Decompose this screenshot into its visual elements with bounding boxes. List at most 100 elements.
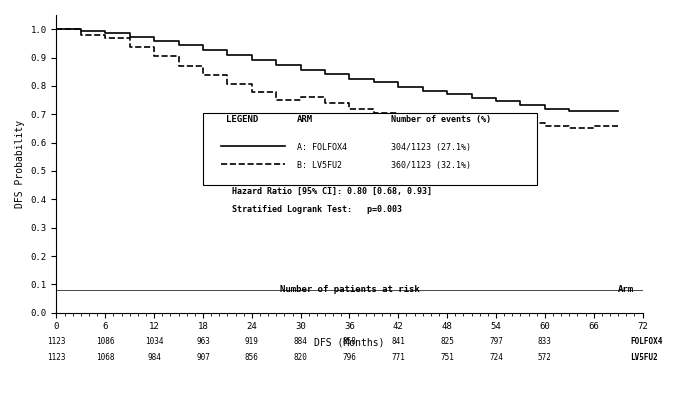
A: FOLFOX4: (57, 0.746): FOLFOX4: (57, 0.746) — [517, 99, 525, 103]
B: LV5FU2: (33, 0.74): LV5FU2: (33, 0.74) — [321, 101, 329, 105]
Text: 771: 771 — [391, 353, 405, 362]
Text: Arm: Arm — [618, 285, 634, 294]
B: LV5FU2: (69, 0.657): LV5FU2: (69, 0.657) — [614, 124, 622, 129]
B: LV5FU2: (6, 0.98): LV5FU2: (6, 0.98) — [101, 33, 109, 37]
B: LV5FU2: (27, 0.749): LV5FU2: (27, 0.749) — [272, 98, 280, 103]
A: FOLFOX4: (48, 0.783): FOLFOX4: (48, 0.783) — [443, 88, 452, 93]
Text: Hazard Ratio [95% CI]: 0.80 [0.68, 0.93]: Hazard Ratio [95% CI]: 0.80 [0.68, 0.93] — [232, 187, 433, 196]
B: LV5FU2: (51, 0.648): LV5FU2: (51, 0.648) — [468, 127, 476, 131]
A: FOLFOX4: (24, 0.892): FOLFOX4: (24, 0.892) — [248, 57, 256, 62]
Text: Number of patients at risk: Number of patients at risk — [280, 285, 420, 294]
A: FOLFOX4: (36, 0.826): FOLFOX4: (36, 0.826) — [346, 76, 354, 81]
Text: 820: 820 — [294, 353, 308, 362]
A: FOLFOX4: (9, 0.987): FOLFOX4: (9, 0.987) — [126, 31, 134, 35]
B: LV5FU2: (39, 0.719): LV5FU2: (39, 0.719) — [370, 107, 378, 111]
A: FOLFOX4: (12, 0.974): FOLFOX4: (12, 0.974) — [150, 34, 158, 39]
FancyBboxPatch shape — [203, 113, 537, 185]
Text: 856: 856 — [245, 353, 259, 362]
X-axis label: DFS (Months): DFS (Months) — [314, 337, 385, 347]
A: FOLFOX4: (15, 0.96): FOLFOX4: (15, 0.96) — [175, 38, 183, 43]
A: FOLFOX4: (45, 0.783): FOLFOX4: (45, 0.783) — [419, 88, 427, 93]
A: FOLFOX4: (51, 0.771): FOLFOX4: (51, 0.771) — [468, 92, 476, 96]
Text: A: FOLFOX4: A: FOLFOX4 — [297, 143, 347, 152]
A: FOLFOX4: (18, 0.944): FOLFOX4: (18, 0.944) — [199, 43, 207, 47]
Text: Number of events (%): Number of events (%) — [390, 115, 490, 124]
A: FOLFOX4: (69, 0.71): FOLFOX4: (69, 0.71) — [614, 109, 622, 114]
B: LV5FU2: (63, 0.65): LV5FU2: (63, 0.65) — [565, 126, 573, 131]
Text: 841: 841 — [391, 337, 405, 346]
B: LV5FU2: (0, 1): LV5FU2: (0, 1) — [52, 27, 60, 31]
A: FOLFOX4: (69, 0.71): FOLFOX4: (69, 0.71) — [614, 109, 622, 114]
B: LV5FU2: (36, 0.719): LV5FU2: (36, 0.719) — [346, 107, 354, 111]
A: FOLFOX4: (54, 0.746): FOLFOX4: (54, 0.746) — [492, 99, 500, 103]
A: FOLFOX4: (33, 0.841): FOLFOX4: (33, 0.841) — [321, 72, 329, 77]
A: FOLFOX4: (66, 0.713): FOLFOX4: (66, 0.713) — [589, 108, 598, 113]
B: LV5FU2: (6, 0.968): LV5FU2: (6, 0.968) — [101, 36, 109, 41]
B: LV5FU2: (27, 0.777): LV5FU2: (27, 0.777) — [272, 90, 280, 95]
B: LV5FU2: (18, 0.838): LV5FU2: (18, 0.838) — [199, 73, 207, 78]
A: FOLFOX4: (27, 0.892): FOLFOX4: (27, 0.892) — [272, 57, 280, 62]
A: FOLFOX4: (21, 0.928): FOLFOX4: (21, 0.928) — [223, 47, 232, 52]
B: LV5FU2: (15, 0.871): LV5FU2: (15, 0.871) — [175, 63, 183, 68]
B: LV5FU2: (48, 0.663): LV5FU2: (48, 0.663) — [443, 122, 452, 127]
B: LV5FU2: (30, 0.762): LV5FU2: (30, 0.762) — [297, 94, 305, 99]
Text: 572: 572 — [538, 353, 552, 362]
B: LV5FU2: (21, 0.807): LV5FU2: (21, 0.807) — [223, 82, 232, 86]
Text: LEGEND: LEGEND — [226, 115, 259, 124]
Text: 724: 724 — [489, 353, 503, 362]
A: FOLFOX4: (45, 0.795): FOLFOX4: (45, 0.795) — [419, 85, 427, 90]
A: FOLFOX4: (21, 0.91): FOLFOX4: (21, 0.91) — [223, 52, 232, 57]
A: FOLFOX4: (66, 0.71): FOLFOX4: (66, 0.71) — [589, 109, 598, 114]
Text: 360/1123 (32.1%): 360/1123 (32.1%) — [390, 161, 471, 170]
B: LV5FU2: (42, 0.68): LV5FU2: (42, 0.68) — [394, 117, 403, 122]
Text: 1086: 1086 — [96, 337, 115, 346]
B: LV5FU2: (54, 0.694): LV5FU2: (54, 0.694) — [492, 113, 500, 118]
Text: ARM: ARM — [297, 115, 313, 124]
A: FOLFOX4: (42, 0.795): FOLFOX4: (42, 0.795) — [394, 85, 403, 90]
Text: Stratified Logrank Test:   p=0.003: Stratified Logrank Test: p=0.003 — [232, 205, 402, 213]
A: FOLFOX4: (51, 0.758): FOLFOX4: (51, 0.758) — [468, 96, 476, 100]
Text: 1123: 1123 — [47, 353, 66, 362]
B: LV5FU2: (45, 0.663): LV5FU2: (45, 0.663) — [419, 122, 427, 127]
B: LV5FU2: (24, 0.777): LV5FU2: (24, 0.777) — [248, 90, 256, 95]
A: FOLFOX4: (60, 0.733): FOLFOX4: (60, 0.733) — [540, 103, 549, 107]
B: LV5FU2: (12, 0.938): LV5FU2: (12, 0.938) — [150, 44, 158, 49]
Line: B: LV5FU2: B: LV5FU2 — [56, 29, 618, 129]
B: LV5FU2: (60, 0.67): LV5FU2: (60, 0.67) — [540, 120, 549, 125]
A: FOLFOX4: (18, 0.928): FOLFOX4: (18, 0.928) — [199, 47, 207, 52]
Text: 833: 833 — [538, 337, 552, 346]
Text: B: LV5FU2: B: LV5FU2 — [297, 161, 342, 170]
B: LV5FU2: (3, 0.98): LV5FU2: (3, 0.98) — [77, 33, 85, 37]
B: LV5FU2: (12, 0.905): LV5FU2: (12, 0.905) — [150, 54, 158, 59]
Text: 825: 825 — [440, 337, 454, 346]
A: FOLFOX4: (0, 1): FOLFOX4: (0, 1) — [52, 27, 60, 31]
A: FOLFOX4: (6, 0.987): FOLFOX4: (6, 0.987) — [101, 31, 109, 35]
B: LV5FU2: (39, 0.705): LV5FU2: (39, 0.705) — [370, 110, 378, 115]
B: LV5FU2: (18, 0.871): LV5FU2: (18, 0.871) — [199, 63, 207, 68]
B: LV5FU2: (48, 0.648): LV5FU2: (48, 0.648) — [443, 127, 452, 131]
Y-axis label: DFS Probability: DFS Probability — [15, 120, 25, 208]
B: LV5FU2: (9, 0.938): LV5FU2: (9, 0.938) — [126, 44, 134, 49]
B: LV5FU2: (51, 0.694): LV5FU2: (51, 0.694) — [468, 113, 476, 118]
Text: 919: 919 — [245, 337, 259, 346]
B: LV5FU2: (69, 0.657): LV5FU2: (69, 0.657) — [614, 124, 622, 129]
A: FOLFOX4: (30, 0.874): FOLFOX4: (30, 0.874) — [297, 62, 305, 67]
Text: 304/1123 (27.1%): 304/1123 (27.1%) — [390, 143, 471, 152]
B: LV5FU2: (21, 0.838): LV5FU2: (21, 0.838) — [223, 73, 232, 78]
B: LV5FU2: (57, 0.67): LV5FU2: (57, 0.67) — [517, 120, 525, 125]
A: FOLFOX4: (15, 0.944): FOLFOX4: (15, 0.944) — [175, 43, 183, 47]
A: FOLFOX4: (42, 0.815): FOLFOX4: (42, 0.815) — [394, 79, 403, 84]
Text: 963: 963 — [196, 337, 210, 346]
Text: 751: 751 — [440, 353, 454, 362]
A: FOLFOX4: (3, 0.994): FOLFOX4: (3, 0.994) — [77, 29, 85, 33]
A: FOLFOX4: (39, 0.826): FOLFOX4: (39, 0.826) — [370, 76, 378, 81]
B: LV5FU2: (66, 0.657): LV5FU2: (66, 0.657) — [589, 124, 598, 129]
B: LV5FU2: (30, 0.749): LV5FU2: (30, 0.749) — [297, 98, 305, 103]
A: FOLFOX4: (24, 0.91): FOLFOX4: (24, 0.91) — [248, 52, 256, 57]
A: FOLFOX4: (27, 0.874): FOLFOX4: (27, 0.874) — [272, 62, 280, 67]
Line: A: FOLFOX4: A: FOLFOX4 — [56, 29, 618, 111]
A: FOLFOX4: (63, 0.72): FOLFOX4: (63, 0.72) — [565, 106, 573, 111]
A: FOLFOX4: (3, 1): FOLFOX4: (3, 1) — [77, 27, 85, 31]
A: FOLFOX4: (57, 0.733): FOLFOX4: (57, 0.733) — [517, 103, 525, 107]
Text: 907: 907 — [196, 353, 210, 362]
